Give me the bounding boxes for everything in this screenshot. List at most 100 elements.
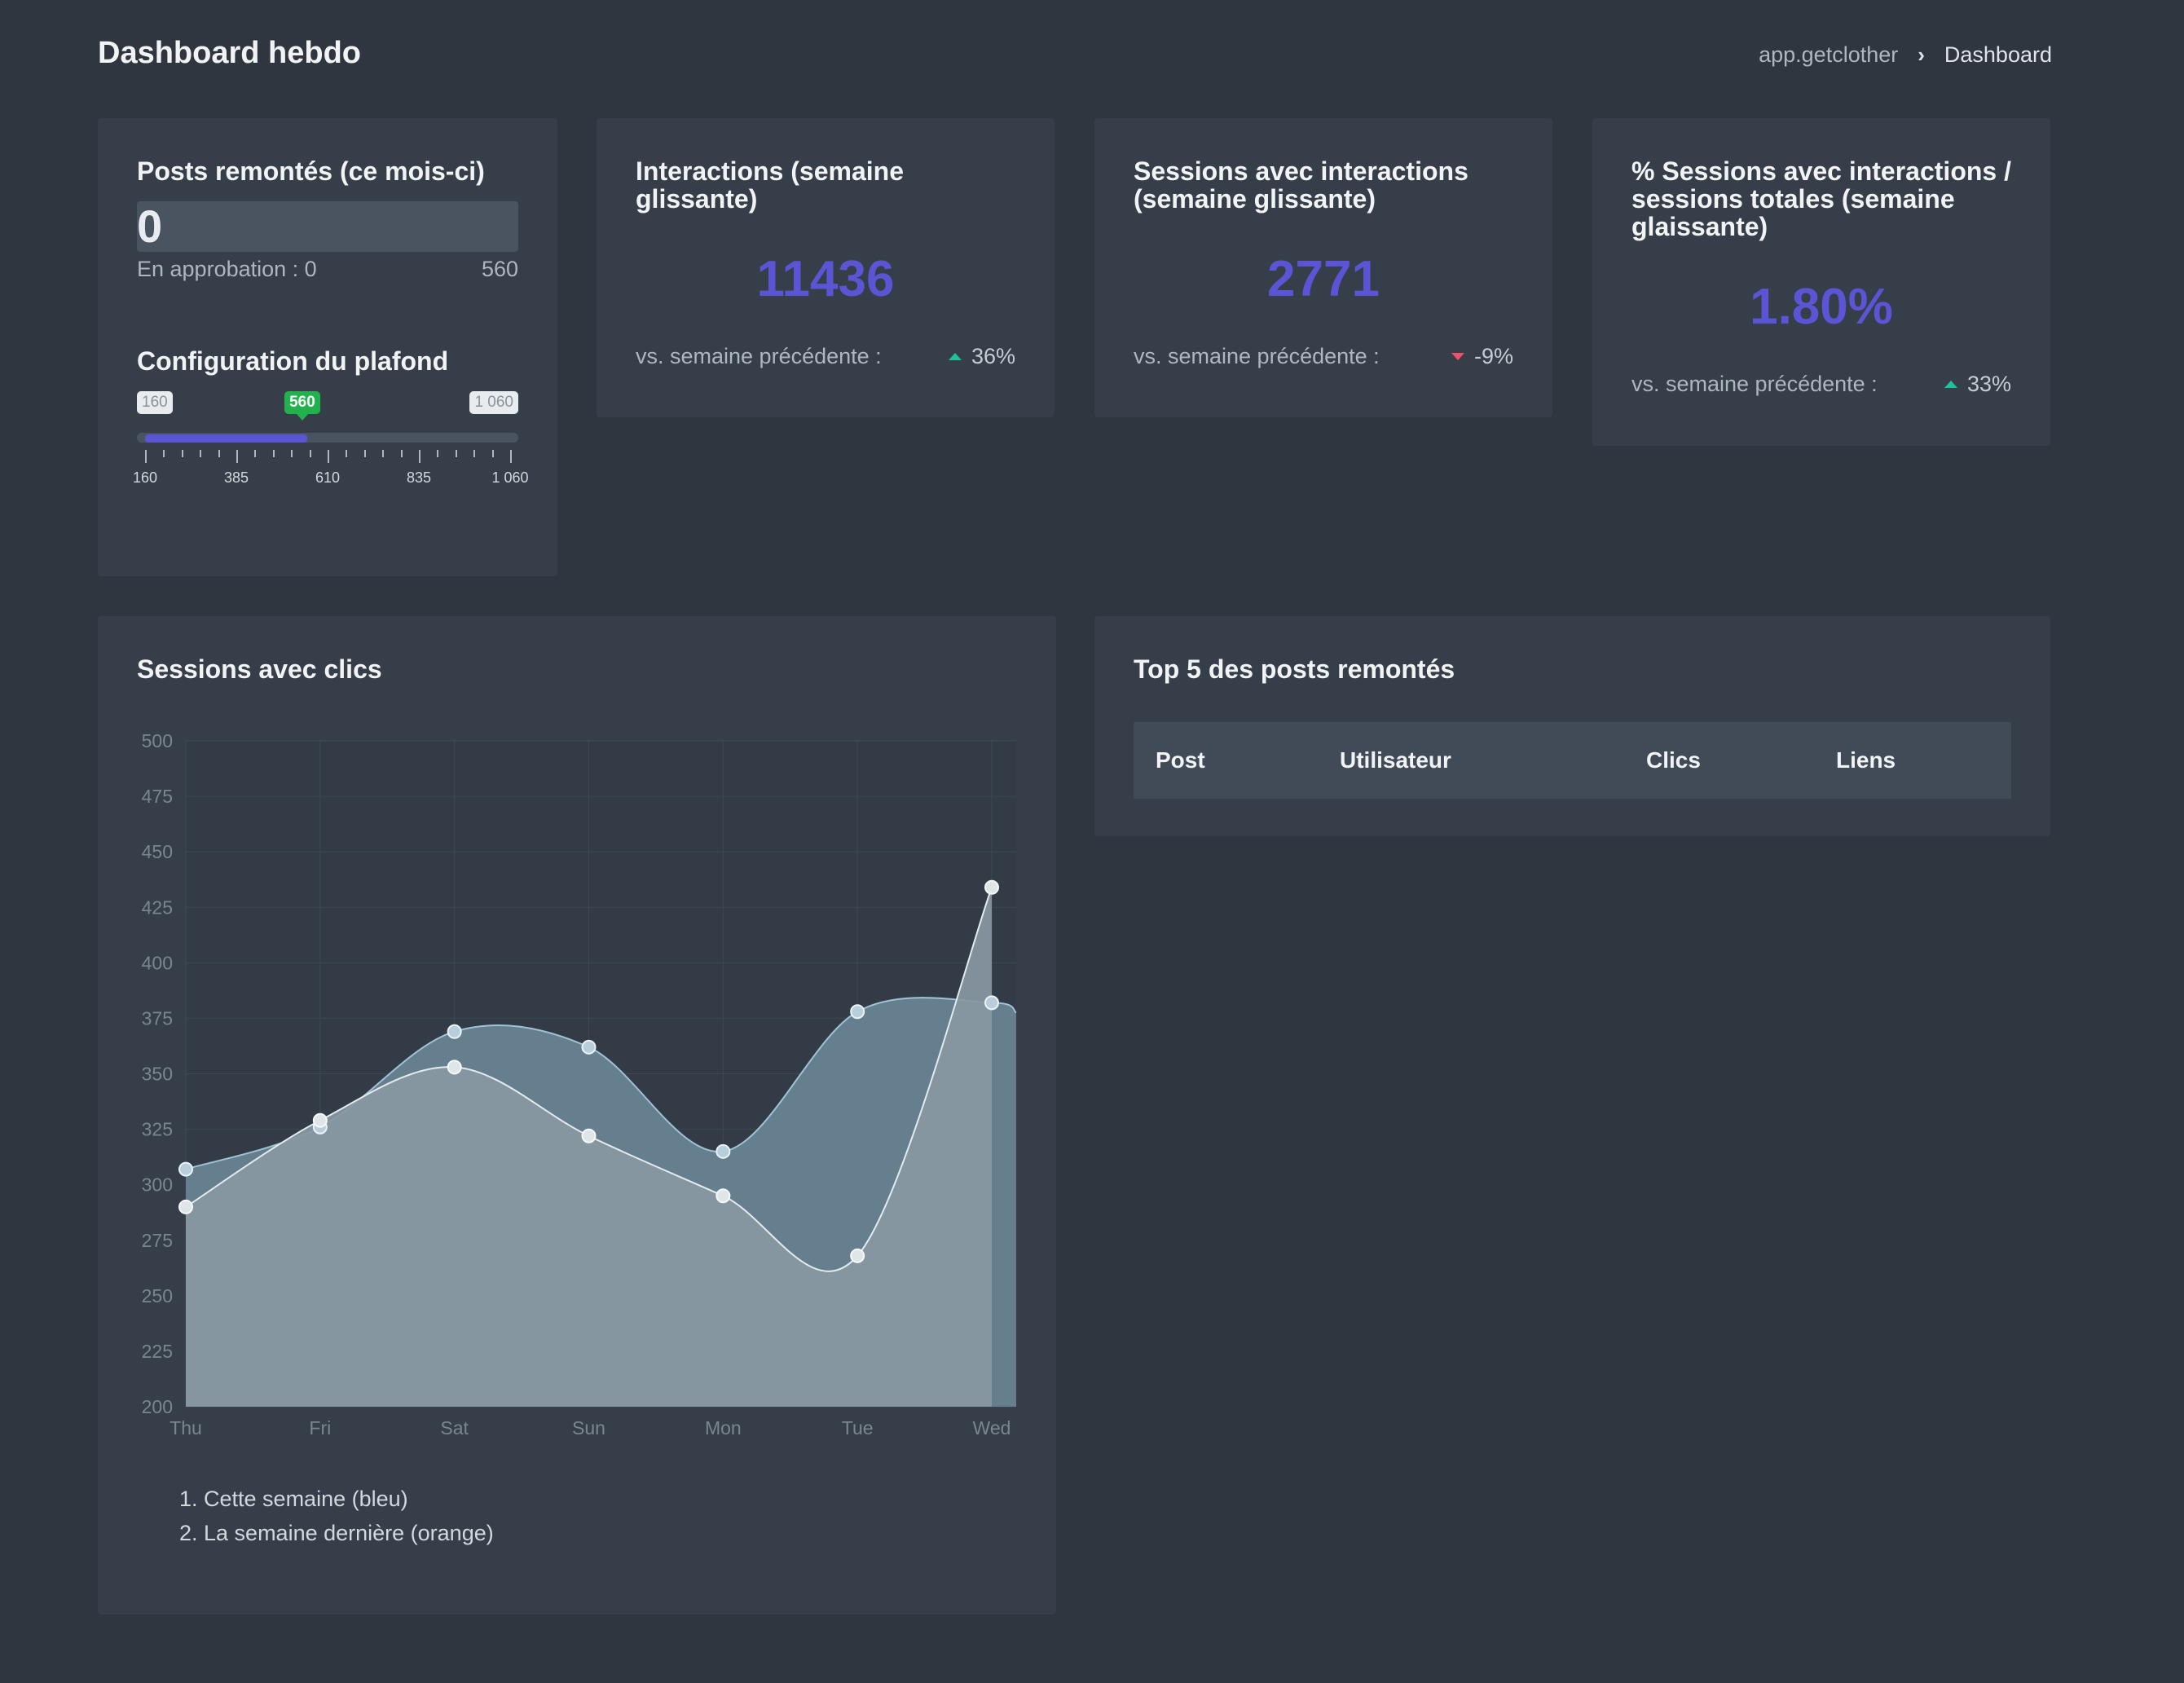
y-tick-label: 450 xyxy=(142,841,173,862)
breadcrumb: app.getclother › Dashboard xyxy=(1759,42,2052,68)
triangle-up-icon xyxy=(1944,381,1957,388)
slider-tick xyxy=(181,450,183,457)
x-tick-label: Wed xyxy=(973,1417,1011,1438)
slider-tick-label: 1 060 xyxy=(491,469,529,486)
data-point xyxy=(984,995,999,1011)
slider-tick-label: 385 xyxy=(223,469,249,486)
y-tick-label: 400 xyxy=(142,952,173,973)
session-ratio-value: 1.80% xyxy=(1750,279,1893,335)
data-point xyxy=(850,1248,865,1263)
y-tick-label: 200 xyxy=(142,1396,173,1417)
column-post[interactable]: Post xyxy=(1156,747,1205,773)
delta-value: 36% xyxy=(971,344,1015,368)
slider-tick xyxy=(400,450,403,457)
y-tick-label: 375 xyxy=(142,1007,173,1029)
slider-tick xyxy=(437,450,439,457)
interactions-value: 11436 xyxy=(756,251,895,307)
plafond-slider[interactable]: 160 560 1 060 160 385 610 835 1 060 xyxy=(133,391,529,489)
column-user[interactable]: Utilisateur xyxy=(1340,747,1451,773)
legend-item: 2. La semaine dernière (orange) xyxy=(179,1521,494,1545)
data-point xyxy=(447,1024,462,1039)
interactions-compare: vs. semaine précédente : 36% xyxy=(636,344,1015,369)
data-point xyxy=(716,1143,731,1159)
y-tick-label: 300 xyxy=(142,1174,173,1196)
slider-tick xyxy=(363,450,366,457)
slider-tick-label: 835 xyxy=(406,469,432,486)
chevron-right-icon: › xyxy=(1918,42,1925,67)
slider-tick xyxy=(473,450,476,457)
delta-badge: 36% xyxy=(948,344,1015,369)
approval-row: En approbation : 0 560 xyxy=(137,257,518,282)
chart-legend: 1. Cette semaine (bleu) 2. La semaine de… xyxy=(179,1482,494,1550)
compare-label: vs. semaine précédente : xyxy=(636,344,882,368)
slider-tick xyxy=(309,450,311,457)
sessions-chart: 200 225 250 275 300 325 350 375 400 425 450 475 500 T… xyxy=(142,730,1017,1438)
posts-limit: 560 xyxy=(481,257,518,281)
slider-tick xyxy=(145,450,147,463)
slider-handle-label[interactable]: 560 xyxy=(284,391,320,421)
top-posts-title: Top 5 des posts remontés xyxy=(1134,654,1455,684)
x-tick-label: Tue xyxy=(842,1417,874,1438)
breadcrumb-root[interactable]: app.getclother xyxy=(1759,42,1899,67)
x-tick-label: Mon xyxy=(705,1417,742,1438)
triangle-down-icon xyxy=(1451,353,1464,360)
slider-ticks xyxy=(137,450,518,466)
page-title: Dashboard hebdo xyxy=(98,36,362,70)
interactions-card: Interactions (semaine glissante) 11436 v… xyxy=(597,118,1055,417)
y-tick-label: 425 xyxy=(142,897,173,918)
data-point xyxy=(581,1128,597,1143)
slider-tick xyxy=(328,450,329,463)
data-point xyxy=(312,1112,328,1128)
slider-tick xyxy=(272,450,275,457)
sessions-title: Sessions avec interactions (semaine glis… xyxy=(1134,156,1468,214)
slider-tick xyxy=(419,450,421,463)
triangle-up-icon xyxy=(948,353,962,360)
data-point xyxy=(447,1060,462,1075)
y-tick-label: 250 xyxy=(142,1285,173,1306)
slider-tick xyxy=(200,450,202,457)
delta-value: 33% xyxy=(1966,372,2011,396)
sessions-compare: vs. semaine précédente : -9% xyxy=(1134,344,1513,369)
breadcrumb-current: Dashboard xyxy=(1944,42,2052,67)
sessions-clicks-card: Sessions avec clics 200 225 250 275 300 325 35… xyxy=(98,616,1056,1615)
slider-tick xyxy=(163,450,165,457)
slider-min-chip: 160 xyxy=(137,391,173,414)
x-tick-label: Fri xyxy=(309,1417,331,1438)
data-point xyxy=(984,879,999,895)
slider-tick xyxy=(382,450,385,457)
y-tick-label: 325 xyxy=(142,1119,173,1140)
compare-label: vs. semaine précédente : xyxy=(1134,344,1380,368)
session-ratio-title: % Sessions avec interactions / sessions … xyxy=(1631,156,2011,241)
slider-tick xyxy=(291,450,293,457)
x-tick-label: Sat xyxy=(440,1417,469,1438)
slider-max-chip: 1 060 xyxy=(469,391,518,414)
delta-badge: 33% xyxy=(1944,372,2011,397)
y-tick-label: 475 xyxy=(142,786,173,807)
top-posts-card: Top 5 des posts remontés Post Utilisateu… xyxy=(1094,616,2050,836)
slider-tick xyxy=(510,450,512,463)
legend-item: 1. Cette semaine (bleu) xyxy=(179,1487,408,1511)
series-area xyxy=(186,887,992,1407)
data-point xyxy=(850,1004,865,1020)
session-ratio-card: % Sessions avec interactions / sessions … xyxy=(1592,118,2050,446)
posts-card: Posts remontés (ce mois-ci) 0 En approba… xyxy=(98,118,557,576)
delta-value: -9% xyxy=(1473,344,1513,368)
data-point xyxy=(581,1039,597,1055)
column-links[interactable]: Liens xyxy=(1836,747,1896,773)
column-clicks[interactable]: Clics xyxy=(1646,747,1701,773)
plafond-title: Configuration du plafond xyxy=(137,346,449,376)
data-point xyxy=(716,1188,731,1204)
sessions-card: Sessions avec interactions (semaine glis… xyxy=(1094,118,1552,417)
posts-count-value: 0 xyxy=(137,201,518,252)
x-tick-label: Thu xyxy=(170,1417,202,1438)
delta-badge: -9% xyxy=(1451,344,1513,369)
y-tick-label: 500 xyxy=(142,730,173,751)
data-point xyxy=(178,1199,193,1214)
x-tick-label: Sun xyxy=(572,1417,605,1438)
slider-tick xyxy=(455,450,457,457)
slider-tick-label: 610 xyxy=(315,469,341,486)
interactions-title: Interactions (semaine glissante) xyxy=(636,156,904,214)
y-tick-label: 275 xyxy=(142,1230,173,1251)
sessions-value: 2771 xyxy=(1267,251,1380,307)
slider-tick xyxy=(491,450,494,457)
